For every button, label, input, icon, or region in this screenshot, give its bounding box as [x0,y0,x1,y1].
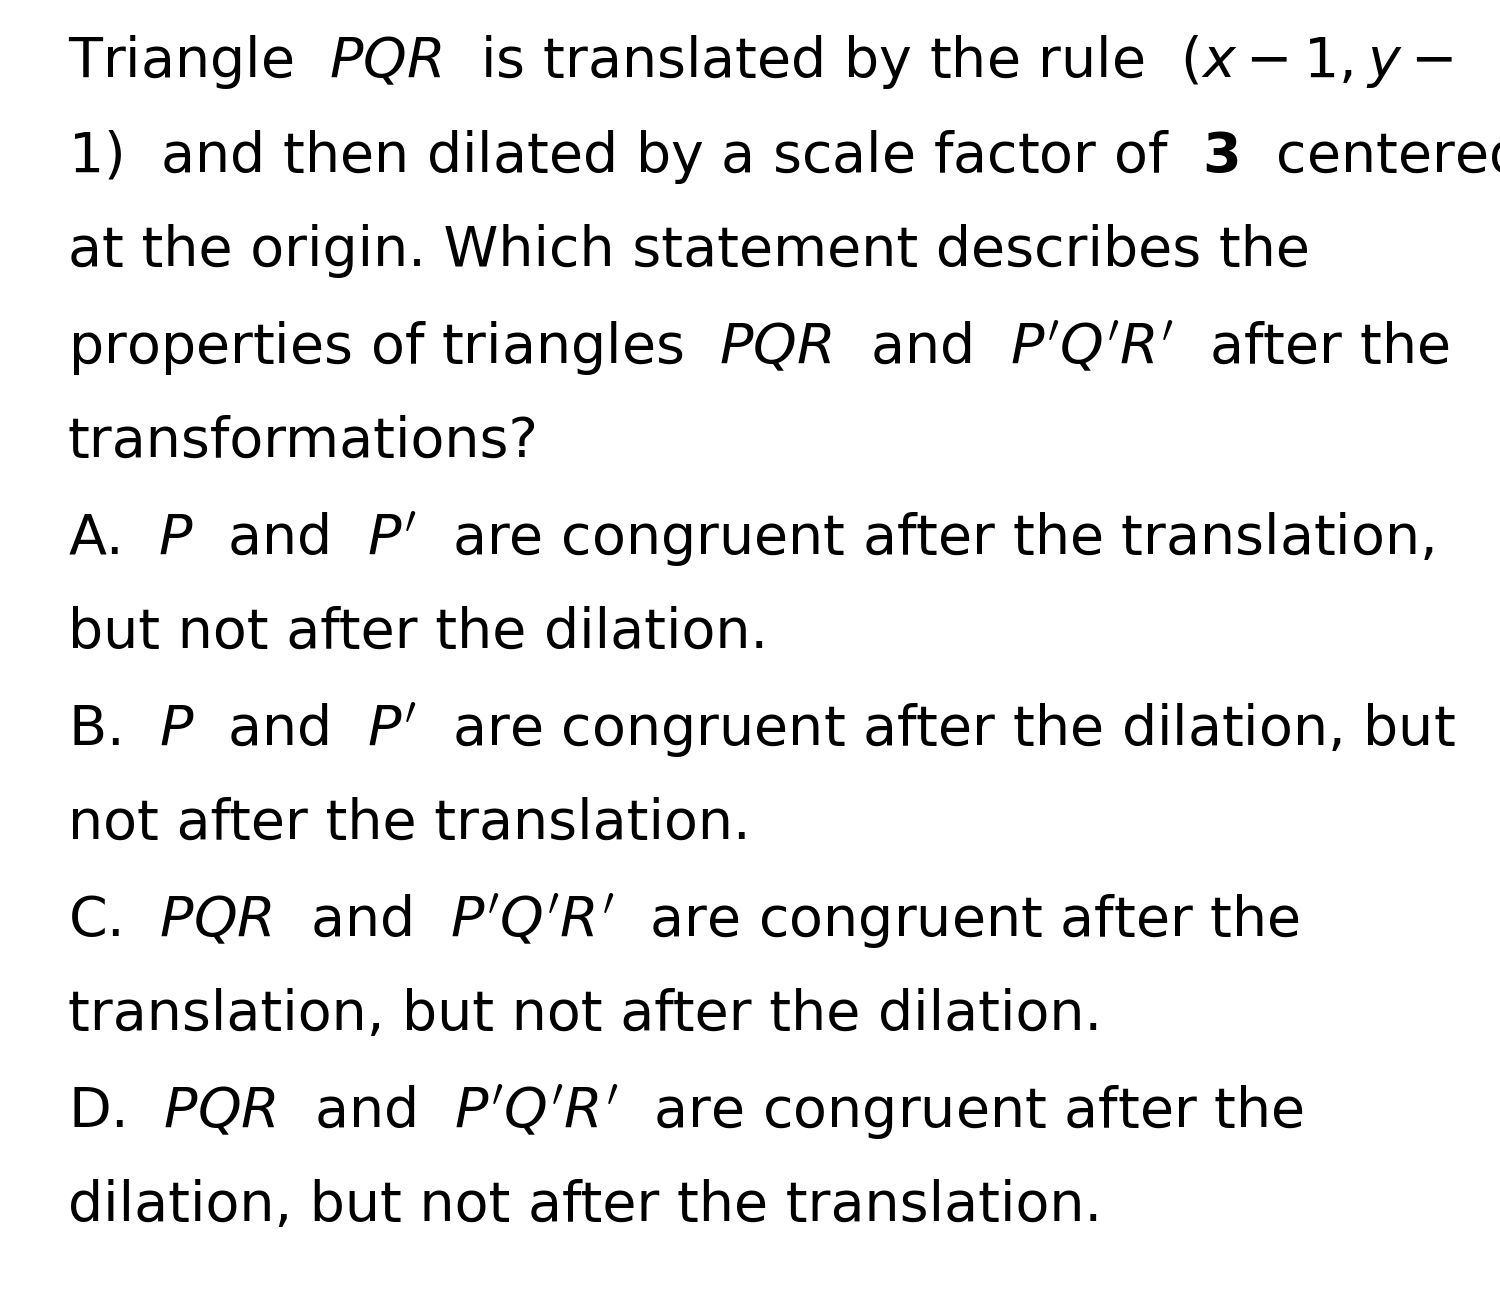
Text: transformations?: transformations? [68,415,538,468]
Text: not after the translation.: not after the translation. [68,797,750,850]
Text: A.  $\mathit{P}$  and  $\mathit{P'}$  are congruent after the translation,: A. $\mathit{P}$ and $\mathit{P'}$ are co… [68,510,1432,569]
Text: D.  $\mathit{PQR}$  and  $\mathit{P'Q'R'}$  are congruent after the: D. $\mathit{PQR}$ and $\mathit{P'Q'R'}$ … [68,1083,1304,1142]
Text: but not after the dilation.: but not after the dilation. [68,606,768,659]
Text: $1)$  and then dilated by a scale factor of  $\mathbf{3}$  centered: $1)$ and then dilated by a scale factor … [68,128,1500,186]
Text: B.  $\mathit{P}$  and  $\mathit{P'}$  are congruent after the dilation, but: B. $\mathit{P}$ and $\mathit{P'}$ are co… [68,701,1455,760]
Text: at the origin. Which statement describes the: at the origin. Which statement describes… [68,224,1310,277]
Text: translation, but not after the dilation.: translation, but not after the dilation. [68,988,1101,1041]
Text: Triangle  $\mathit{PQR}$  is translated by the rule  $(x-1, y-$: Triangle $\mathit{PQR}$ is translated by… [68,33,1454,90]
Text: dilation, but not after the translation.: dilation, but not after the translation. [68,1179,1101,1232]
Text: properties of triangles  $\mathit{PQR}$  and  $\mathit{P'Q'R'}$  after the: properties of triangles $\mathit{PQR}$ a… [68,319,1449,378]
Text: C.  $\mathit{PQR}$  and  $\mathit{P'Q'R'}$  are congruent after the: C. $\mathit{PQR}$ and $\mathit{P'Q'R'}$ … [68,892,1299,951]
